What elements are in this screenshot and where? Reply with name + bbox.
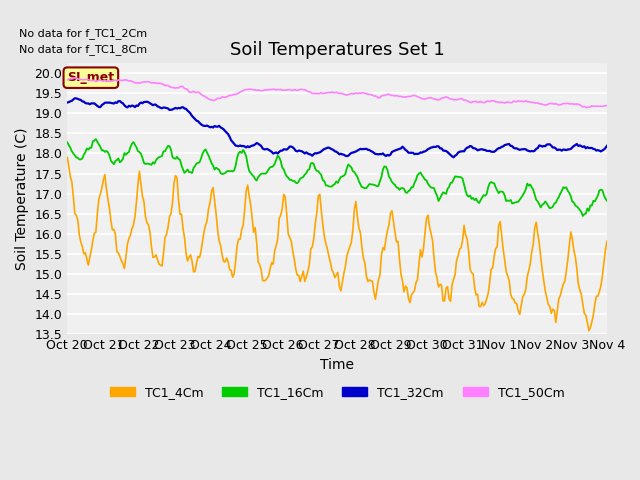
Text: No data for f_TC1_2Cm: No data for f_TC1_2Cm [19, 28, 147, 39]
Legend: TC1_4Cm, TC1_16Cm, TC1_32Cm, TC1_50Cm: TC1_4Cm, TC1_16Cm, TC1_32Cm, TC1_50Cm [105, 381, 570, 404]
Title: Soil Temperatures Set 1: Soil Temperatures Set 1 [230, 41, 444, 59]
Text: SI_met: SI_met [67, 71, 115, 84]
Text: No data for f_TC1_8Cm: No data for f_TC1_8Cm [19, 44, 147, 55]
X-axis label: Time: Time [320, 358, 354, 372]
Y-axis label: Soil Temperature (C): Soil Temperature (C) [15, 127, 29, 270]
